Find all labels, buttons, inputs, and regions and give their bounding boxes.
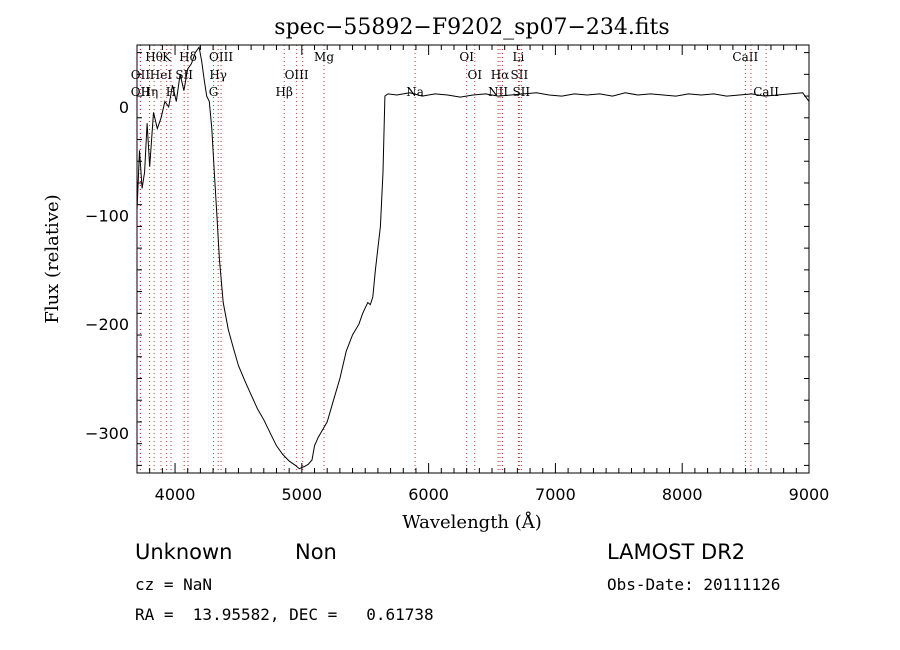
line-marker-label: OIII [209,50,233,64]
survey-name: LAMOST DR2 [607,540,746,564]
x-tick-label: 8000 [662,485,703,504]
line-marker-label: SII [511,68,529,82]
redshift-cz: cz = NaN [135,575,213,594]
line-marker-label: OII [131,85,151,99]
obs-date: Obs-Date: 20111126 [607,575,781,594]
flux-series [137,45,809,470]
line-marker-label: CaII [753,85,779,99]
line-marker-label: Na [406,85,424,99]
line-marker-label: K [162,50,172,64]
ra-dec: RA = 13.95582, DEC = 0.61738 [135,605,434,624]
object-class: Unknown [135,540,233,564]
line-marker-label: OII [131,68,151,82]
line-marker-label: Hβ [276,85,293,99]
x-axis-label: Wavelength (Å) [402,511,542,533]
spectral-line-markers: HθOIIOIIHηKHeIHSIIHδGHγOIIIHβOIIIMgNaOIO… [131,45,779,473]
line-marker-label: CaII [732,50,758,64]
line-marker-label: Hγ [209,68,227,82]
y-tick-label: −300 [85,424,129,443]
x-tick-label: 9000 [789,485,830,504]
line-marker-label: SII [175,68,193,82]
x-tick-label: 4000 [155,485,196,504]
y-tick-label: −200 [85,315,129,334]
line-marker-label: HeI [150,68,173,82]
plot-frame [136,44,810,474]
y-axis-label: Flux (relative) [42,194,63,323]
y-axis: 0 −100 −200 −300 [85,52,809,466]
object-subclass: Non [295,540,337,564]
line-marker-label: SII [512,85,530,99]
line-marker-label: OI [467,68,482,82]
series-line [137,45,809,470]
chart-title: spec−55892−F9202_sp07−234.fits [274,15,669,40]
y-tick-label: 0 [119,98,129,117]
x-tick-label: 7000 [535,485,576,504]
line-marker-label: OI [459,50,474,64]
line-marker-label: G [209,85,219,99]
line-marker-label: Hα [491,68,510,82]
line-marker-label: Hη [141,85,159,99]
x-axis: 4000 5000 6000 7000 8000 9000 [136,45,830,504]
line-marker-label: Hθ [145,50,163,64]
x-tick-label: 5000 [281,485,322,504]
line-marker-label: OIII [285,68,309,82]
line-marker-label: Mg [314,50,334,64]
line-marker-label: NII [488,85,508,99]
line-marker-label: Li [512,50,524,64]
x-tick-label: 6000 [408,485,449,504]
y-tick-label: −100 [85,207,129,226]
